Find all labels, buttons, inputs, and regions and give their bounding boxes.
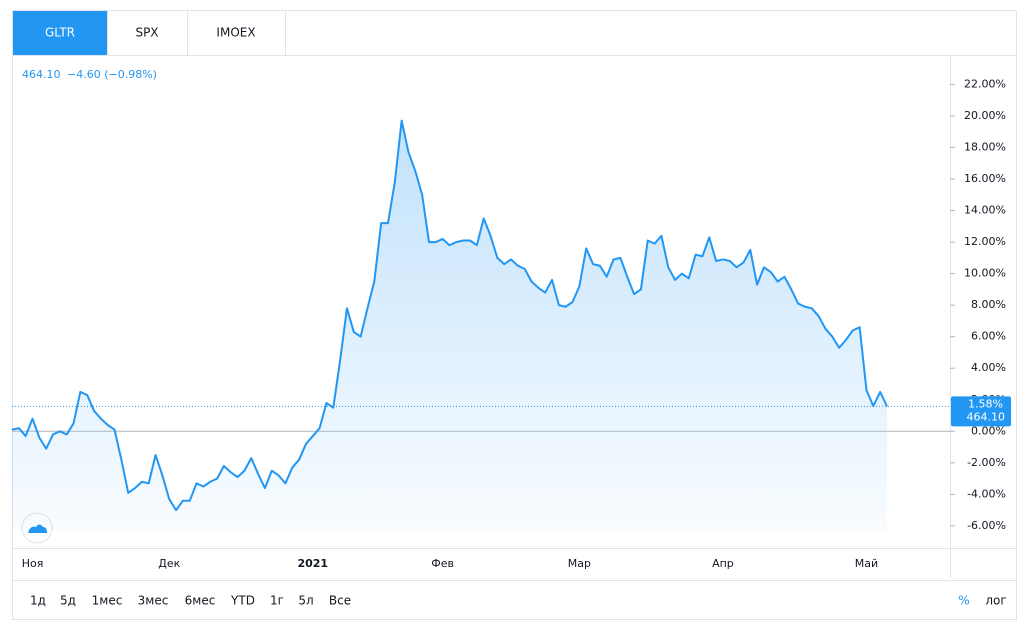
range-button[interactable]: 1мес <box>92 594 123 608</box>
tab[interactable]: IMOEX <box>216 26 255 40</box>
y-tick-label: 12.00% <box>964 235 1006 248</box>
y-tick-label: 4.00% <box>971 361 1006 374</box>
active-tab-bg <box>13 11 107 55</box>
y-tick-label: -2.00% <box>967 456 1006 469</box>
y-tick-label: 18.00% <box>964 140 1006 153</box>
area-fill <box>12 120 887 531</box>
last-value-box <box>951 396 1011 427</box>
range-button[interactable]: 1г <box>270 594 284 608</box>
x-tick-label: 2021 <box>297 557 328 570</box>
scale-button[interactable]: % <box>958 594 969 608</box>
y-tick-label: 20.00% <box>964 109 1006 122</box>
range-button[interactable]: Все <box>329 594 351 608</box>
x-tick-label: Май <box>855 557 878 570</box>
scale-button[interactable]: лог <box>985 594 1006 608</box>
y-tick-label: 0.00% <box>971 424 1006 437</box>
tab[interactable]: GLTR <box>45 26 75 40</box>
last-value-price: 464.10 <box>967 410 1006 423</box>
x-tick-label: Ноя <box>22 557 44 570</box>
last-value-pct: 1.58% <box>968 397 1003 410</box>
y-tick-label: -6.00% <box>967 519 1006 532</box>
y-tick-label: 8.00% <box>971 298 1006 311</box>
range-button[interactable]: 6мес <box>185 594 216 608</box>
x-tick-label: Апр <box>712 557 734 570</box>
range-button[interactable]: 3мес <box>138 594 169 608</box>
range-button[interactable]: 1д <box>30 594 46 608</box>
x-tick-label: Фев <box>431 557 454 570</box>
tab[interactable]: SPX <box>135 26 158 40</box>
x-tick-label: Мар <box>568 557 591 570</box>
y-tick-label: 16.00% <box>964 172 1006 185</box>
legend-change: −4.60 (−0.98%) <box>67 68 157 81</box>
y-tick-label: -4.00% <box>967 487 1006 500</box>
range-button[interactable]: 5д <box>60 594 76 608</box>
y-tick-label: 6.00% <box>971 330 1006 343</box>
range-button[interactable]: YTD <box>230 594 255 608</box>
y-tick-label: 14.00% <box>964 204 1006 217</box>
y-tick-label: 10.00% <box>964 267 1006 280</box>
x-tick-label: Дек <box>158 557 180 570</box>
range-button[interactable]: 5л <box>298 594 313 608</box>
legend-price: 464.10 <box>22 68 61 81</box>
price-line <box>11 119 888 512</box>
y-tick-label: 22.00% <box>964 77 1006 90</box>
